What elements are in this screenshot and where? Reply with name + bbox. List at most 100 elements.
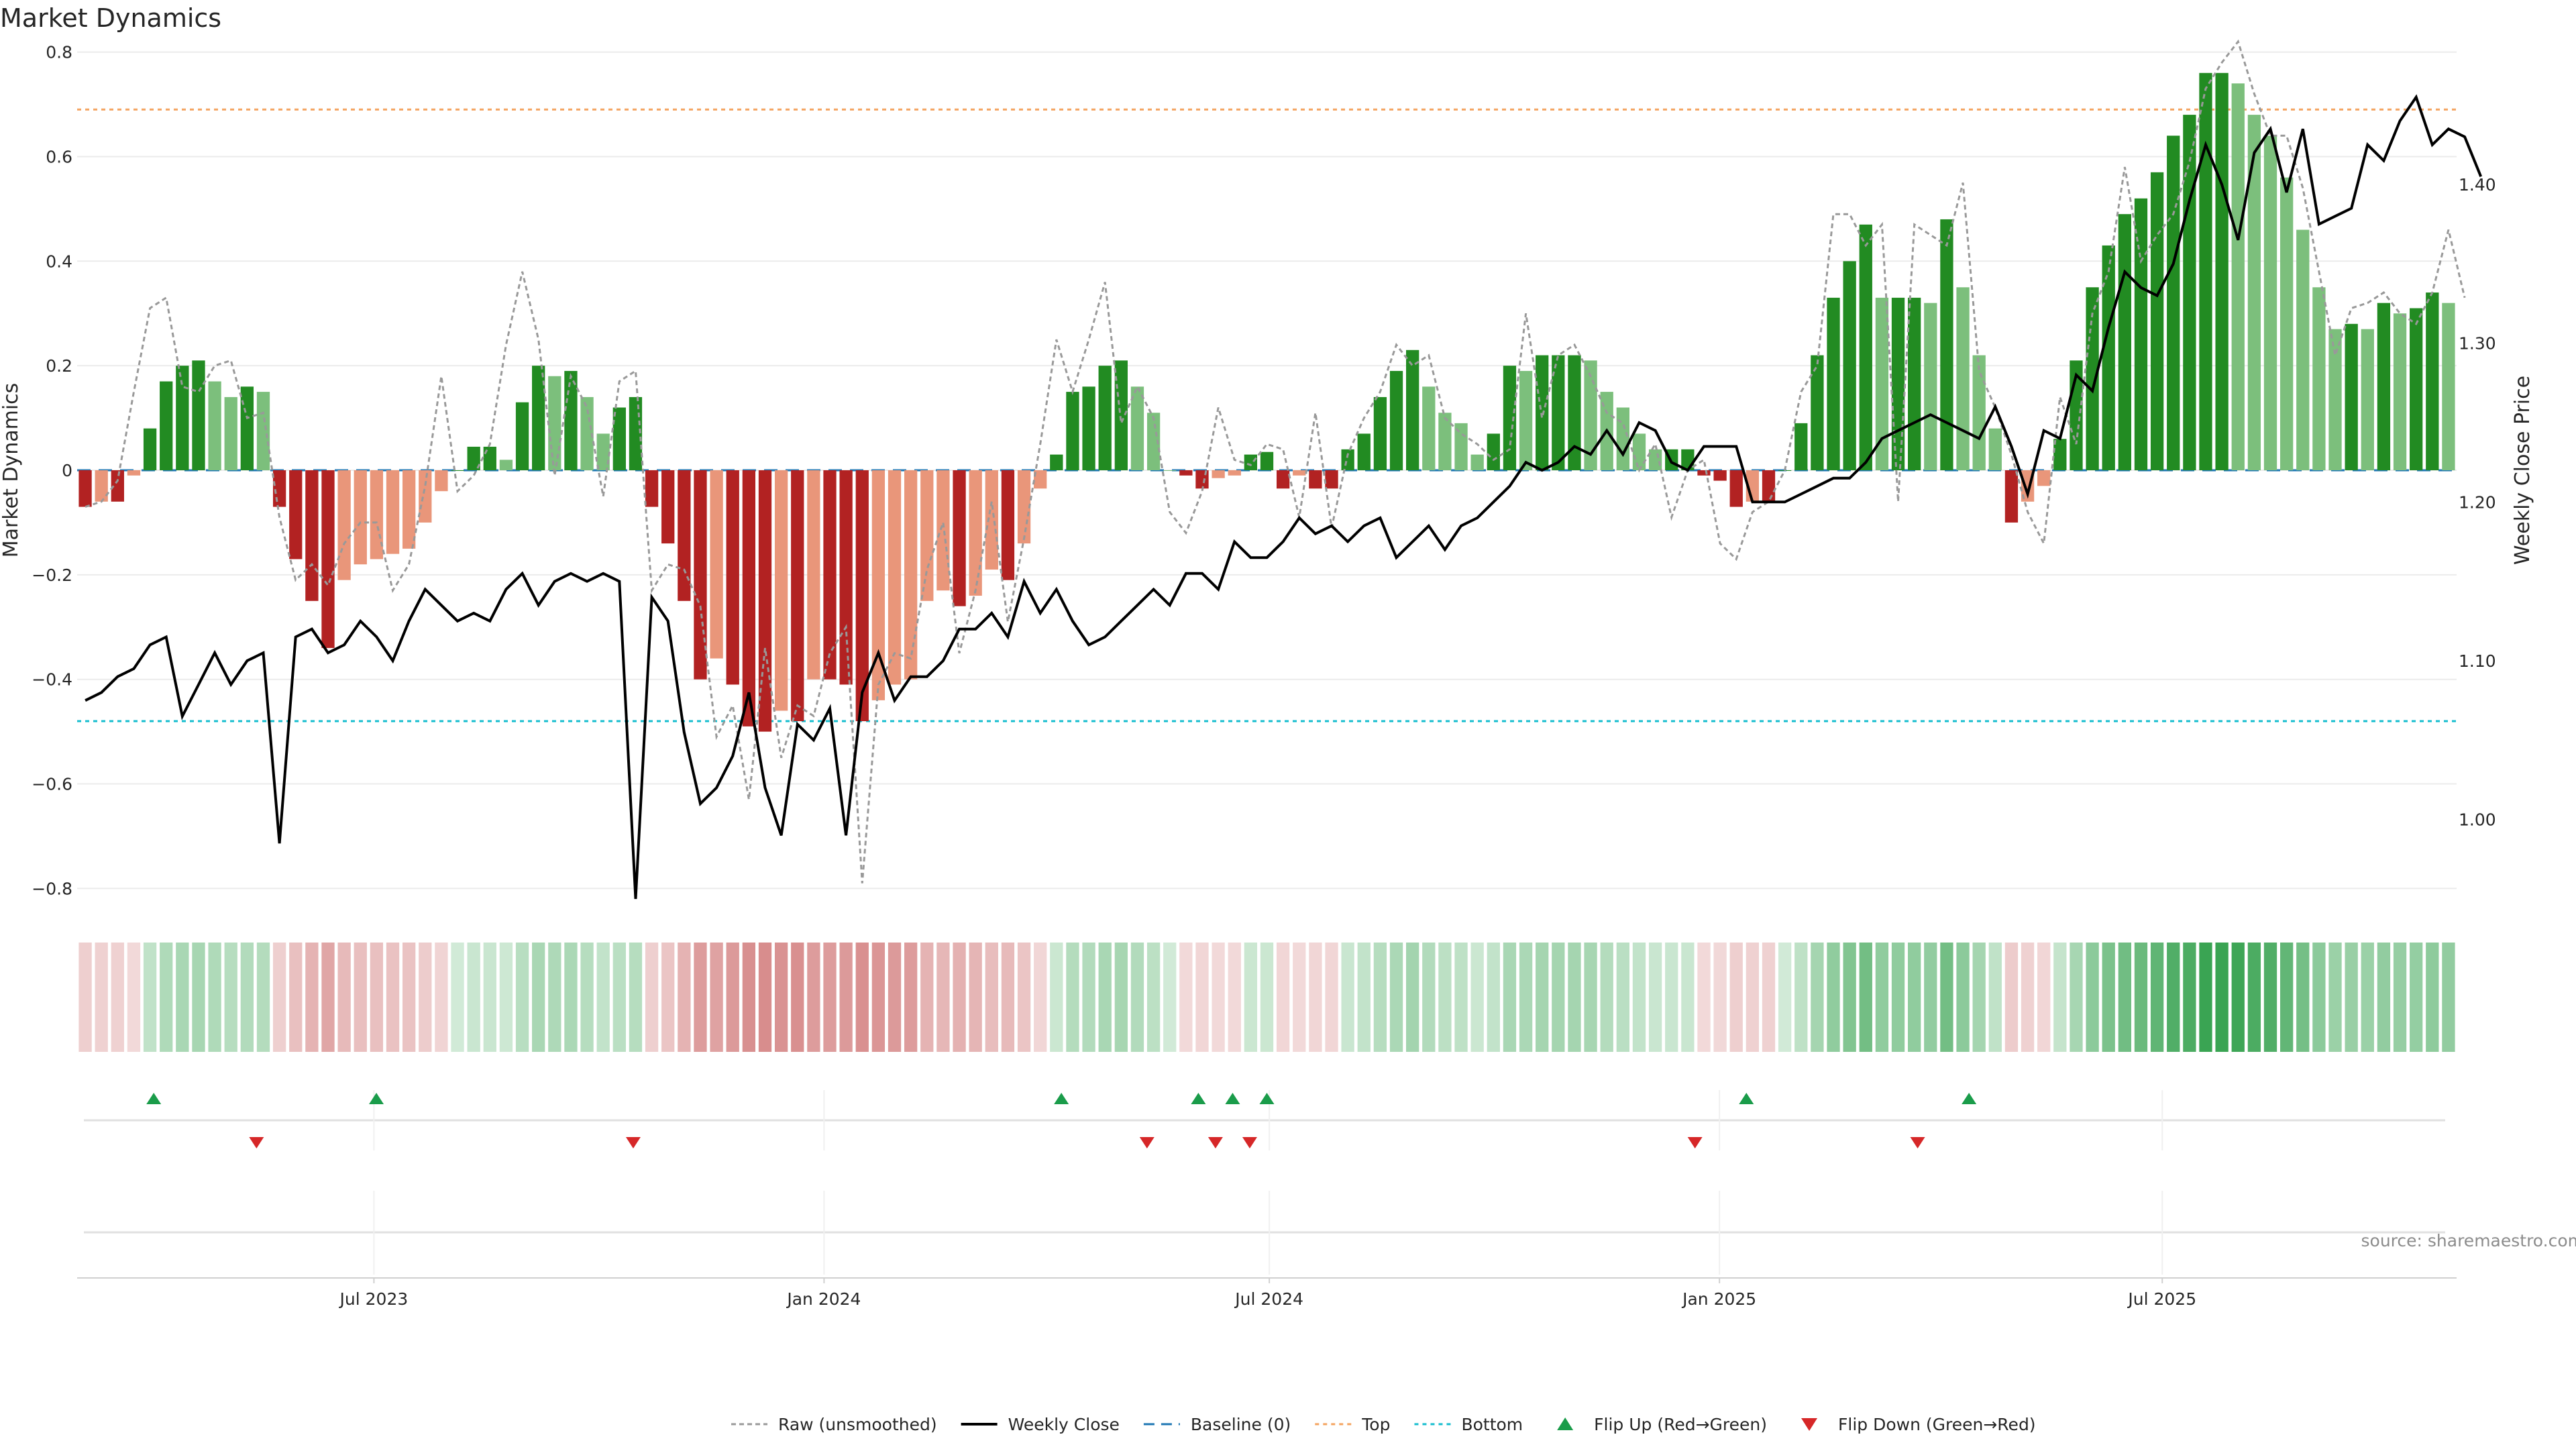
- heat-cell: [1179, 943, 1193, 1052]
- heat-cell: [532, 943, 545, 1052]
- momentum-bar: [1325, 470, 1338, 489]
- heat-cell: [1956, 943, 1970, 1052]
- heat-cell: [1891, 943, 1905, 1052]
- momentum-bar: [839, 470, 853, 685]
- heat-cell: [1697, 943, 1711, 1052]
- momentum-bar: [435, 470, 448, 492]
- momentum-bar: [2410, 308, 2423, 470]
- weekly-close-line: [85, 94, 2483, 900]
- heat-cell: [1389, 943, 1403, 1052]
- heat-cell: [985, 943, 998, 1052]
- momentum-bar: [2426, 292, 2439, 470]
- momentum-bar: [564, 370, 578, 470]
- heat-cell: [1195, 943, 1209, 1052]
- heat-cell: [1017, 943, 1031, 1052]
- y2-tick-label: 1.10: [2459, 651, 2496, 671]
- heat-cell: [564, 943, 578, 1052]
- momentum-bar: [629, 396, 643, 470]
- momentum-bar: [2361, 329, 2374, 470]
- heat-cell: [2183, 943, 2196, 1052]
- x-tick-label: Jul 2025: [2127, 1289, 2196, 1309]
- momentum-bar: [1729, 470, 1743, 507]
- momentum-bar: [2312, 287, 2326, 470]
- momentum-bar: [467, 446, 480, 470]
- heat-cell: [1228, 943, 1241, 1052]
- heat-cell: [1632, 943, 1646, 1052]
- momentum-bar: [2296, 229, 2310, 470]
- heat-cell: [2263, 943, 2277, 1052]
- heat-cell: [1325, 943, 1338, 1052]
- heat-cell: [1212, 943, 1225, 1052]
- legend: Raw (unsmoothed) Weekly Close Baseline (0)…: [731, 1415, 2036, 1434]
- momentum-bar: [1908, 297, 1921, 470]
- heat-cell: [1503, 943, 1517, 1052]
- flip-up-marker: [1962, 1093, 1977, 1104]
- heat-cell: [2377, 943, 2391, 1052]
- heat-cell: [953, 943, 966, 1052]
- heat-cell: [2134, 943, 2148, 1052]
- momentum-bar: [1341, 449, 1354, 470]
- heat-cell: [2086, 943, 2099, 1052]
- heat-cell: [321, 943, 335, 1052]
- momentum-bar: [1616, 407, 1629, 470]
- heat-cell: [2328, 943, 2342, 1052]
- momentum-bar: [1357, 433, 1371, 470]
- heat-cell: [499, 943, 513, 1052]
- legend-item-baseline: Baseline (0): [1143, 1415, 1291, 1434]
- heat-cell: [1746, 943, 1760, 1052]
- momentum-bar: [1130, 386, 1144, 470]
- momentum-bar: [1632, 433, 1646, 470]
- heat-cell: [710, 943, 723, 1052]
- x-tick-label: Jan 2025: [1681, 1289, 1756, 1309]
- heat-cell: [78, 943, 92, 1052]
- heat-cell: [548, 943, 561, 1052]
- momentum-bar: [774, 470, 788, 711]
- heat-cell: [1406, 943, 1419, 1052]
- x-tick-label: Jul 2023: [339, 1289, 409, 1309]
- momentum-bar: [1956, 287, 1970, 470]
- momentum-bar: [1487, 433, 1500, 470]
- x-axis: Jul 2023 Jan 2024 Jul 2024 Jan 2025 Jul 2025: [77, 1277, 2457, 1309]
- heat-cell: [1066, 943, 1079, 1052]
- momentum-bar: [2393, 313, 2407, 470]
- momentum-bar: [2004, 470, 2019, 523]
- legend-label: Top: [1361, 1415, 1390, 1434]
- y2-axis-label: Weekly Close Price: [2511, 376, 2534, 565]
- heat-cell: [2037, 943, 2051, 1052]
- momentum-bar: [1163, 470, 1177, 471]
- momentum-bar: [1536, 355, 1549, 470]
- heat-cell: [596, 943, 610, 1052]
- momentum-bar: [612, 407, 626, 470]
- heat-cell: [580, 943, 594, 1052]
- momentum-bar: [1422, 386, 1436, 470]
- legend-item-top: Top: [1315, 1415, 1390, 1434]
- heat-cell: [1584, 943, 1597, 1052]
- heat-cell: [2442, 943, 2455, 1052]
- momentum-bar: [2279, 177, 2294, 470]
- momentum-bar: [920, 470, 934, 601]
- momentum-bar: [499, 460, 513, 470]
- momentum-bar: [1001, 470, 1015, 580]
- heat-cell: [2215, 943, 2229, 1052]
- momentum-bar: [1762, 470, 1776, 502]
- heat-cell: [774, 943, 788, 1052]
- momentum-bar: [2345, 323, 2358, 470]
- momentum-bar: [1050, 454, 1063, 470]
- heat-cell: [1843, 943, 1856, 1052]
- momentum-bar: [1470, 454, 1484, 470]
- reference-lines: [77, 108, 2457, 722]
- heat-cell: [1487, 943, 1500, 1052]
- y-axis-label: Market Dynamics: [0, 383, 23, 558]
- heat-cell: [2393, 943, 2407, 1052]
- momentum-bar: [1924, 303, 1937, 470]
- momentum-bar: [871, 470, 885, 700]
- heat-cell: [678, 943, 691, 1052]
- momentum-bar: [1713, 470, 1727, 481]
- heat-cell: [629, 943, 643, 1052]
- x-tick-label: Jan 2024: [786, 1289, 861, 1309]
- legend-item-weekly: Weekly Close: [961, 1415, 1120, 1434]
- heat-cell: [1276, 943, 1290, 1052]
- momentum-bar: [2102, 245, 2115, 470]
- heat-cell: [419, 943, 432, 1052]
- heat-cell: [1082, 943, 1095, 1052]
